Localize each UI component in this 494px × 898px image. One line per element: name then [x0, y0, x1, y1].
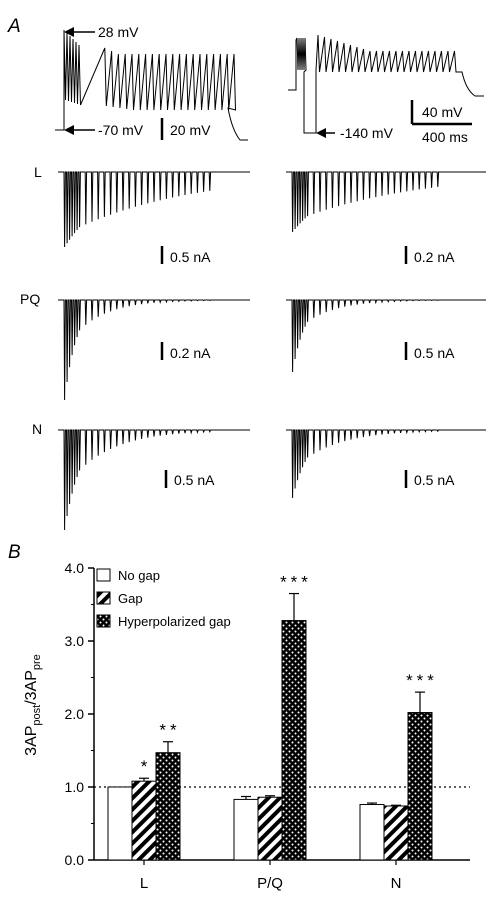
legend-label-gap: Gap	[118, 591, 143, 606]
rest-arrowhead	[64, 125, 74, 135]
bar-no-gap-n	[359, 804, 385, 861]
bar-hyperpolarized-gap-n	[407, 712, 433, 861]
hyper-arrowhead	[316, 128, 326, 138]
peak-arrowhead	[64, 27, 74, 37]
y-axis-label: 3APpost/3APpre	[23, 654, 43, 756]
recording-traces	[55, 29, 486, 531]
significance-marker: ***	[280, 573, 312, 592]
peak-label: 28 mV	[98, 24, 139, 40]
scale-label-l-left: 0.5 nA	[170, 249, 211, 265]
bar-no-gap-pq	[233, 798, 259, 861]
y-tick-label: 1.0	[65, 779, 85, 795]
category-label-l: L	[140, 875, 148, 892]
current-trace-pq-left	[58, 299, 250, 401]
y-tick-label: 4.0	[65, 560, 85, 576]
legend-label-hyperpolarized-gap: Hyperpolarized gap	[118, 614, 231, 629]
scale-label-400ms: 400 ms	[422, 129, 468, 145]
hyper-label: -140 mV	[340, 125, 394, 141]
legend-swatch-no-gap	[96, 568, 111, 582]
legend: No gap Gap Hyperpolarized gap	[96, 568, 231, 629]
y-tick-label: 2.0	[65, 706, 85, 722]
row-label-pq: PQ	[20, 291, 40, 307]
bar-gap-pq	[257, 796, 283, 861]
significance-marker: ***	[406, 671, 438, 690]
current-trace-pq-right	[286, 299, 486, 373]
current-scale-bars: 0.5 nA 0.2 nA 0.2 nA 0.5 nA 0.5 nA 0.5 n…	[160, 246, 455, 488]
scale-label-l-right: 0.2 nA	[414, 249, 455, 265]
panel-a-letter: A	[7, 16, 21, 37]
bar-gap-n	[383, 805, 409, 861]
scale-label-20mv: 20 mV	[170, 122, 211, 138]
bar-gap-l	[131, 780, 157, 861]
category-label-n: N	[391, 875, 402, 892]
scale-label-n-right: 0.5 nA	[414, 472, 455, 488]
voltage-trace-left	[55, 29, 248, 141]
bar-hyperpolarized-gap-l	[155, 752, 181, 861]
rest-label: -70 mV	[98, 122, 144, 138]
current-trace-l-right	[286, 171, 486, 233]
panel-b-letter: B	[8, 542, 21, 563]
scale-label-n-left: 0.5 nA	[174, 472, 215, 488]
voltage-trace-right	[288, 34, 484, 134]
current-trace-n-right	[286, 429, 486, 499]
bar-hyperpolarized-gap-pq	[281, 620, 307, 861]
voltage-annotations-right: -140 mV 40 mV 400 ms	[316, 100, 472, 145]
y-tick-label: 0.0	[65, 852, 85, 868]
row-label-n: N	[32, 421, 42, 437]
scale-label-pq-left: 0.2 nA	[170, 345, 211, 361]
category-label-pq: P/Q	[257, 875, 283, 892]
legend-swatch-gap	[96, 591, 111, 605]
current-trace-n-left	[58, 429, 250, 531]
legend-swatch-hyperpolarized-gap	[96, 614, 111, 628]
bar-chart: 0.01.02.03.04.0L P/Q N*********	[65, 560, 470, 892]
y-tick-label: 3.0	[65, 633, 85, 649]
bar-no-gap-l	[107, 786, 133, 861]
row-label-l: L	[34, 164, 42, 180]
significance-marker: **	[159, 721, 180, 740]
legend-label-no-gap: No gap	[118, 568, 160, 583]
significance-marker: *	[141, 757, 152, 776]
current-trace-l-left	[58, 171, 250, 248]
voltage-annotations-left: 28 mV -70 mV 20 mV	[64, 24, 211, 140]
scale-label-40mv: 40 mV	[422, 104, 463, 120]
scale-label-pq-right: 0.5 nA	[414, 345, 455, 361]
